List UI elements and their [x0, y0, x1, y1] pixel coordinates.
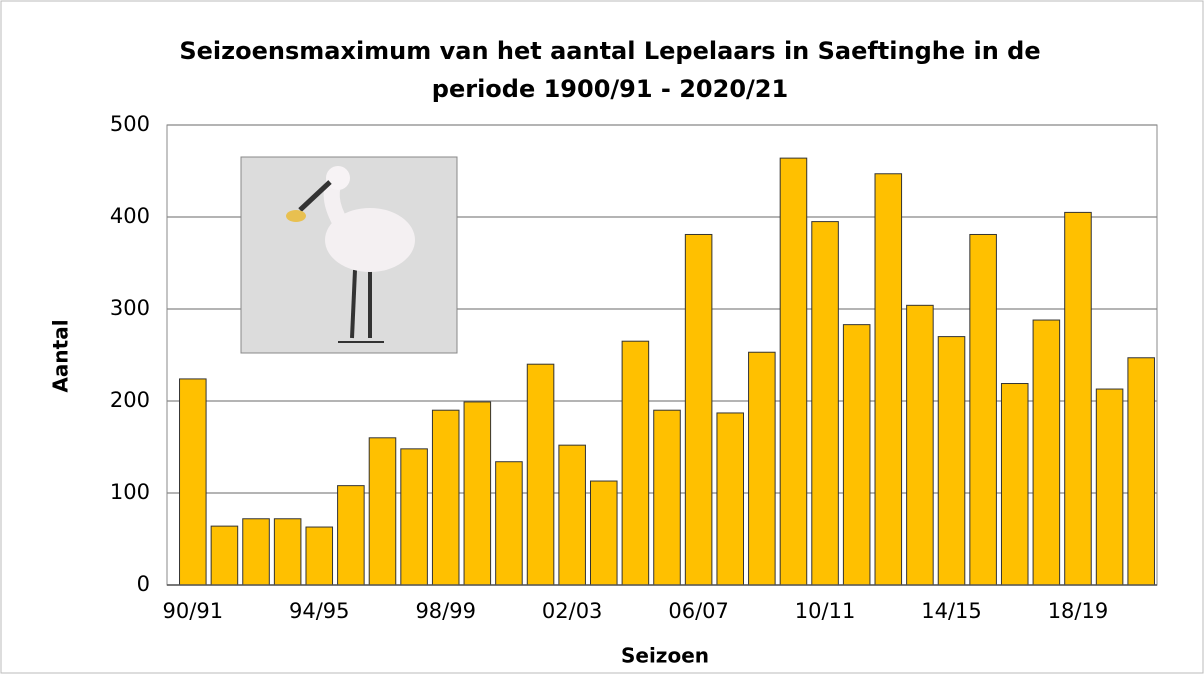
page: Seizoensmaximum van het aantal Lepelaars… — [0, 0, 1204, 674]
bird-picture — [241, 157, 457, 353]
bar — [274, 519, 301, 585]
bar — [717, 413, 744, 585]
x-tick-label: 02/03 — [542, 599, 603, 623]
x-tick-label: 06/07 — [668, 599, 729, 623]
bar — [464, 402, 491, 585]
bar — [496, 462, 523, 585]
bar — [590, 481, 617, 585]
x-tick-label: 98/99 — [415, 599, 476, 623]
bar — [1128, 358, 1155, 585]
bar — [559, 445, 586, 585]
y-axis-label: Aantal — [49, 319, 73, 392]
y-tick-label: 400 — [110, 204, 150, 228]
bar — [938, 337, 965, 585]
x-tick-label: 90/91 — [163, 599, 224, 623]
bar — [1001, 384, 1028, 585]
y-tick-label: 0 — [137, 572, 150, 596]
x-axis-label: Seizoen — [621, 644, 709, 668]
bar — [306, 527, 333, 585]
bar — [780, 158, 807, 585]
x-tick-label: 10/11 — [795, 599, 856, 623]
y-tick-label: 100 — [110, 480, 150, 504]
bar — [970, 234, 997, 585]
bar — [843, 325, 870, 585]
y-tick-label: 500 — [110, 112, 150, 136]
chart: Seizoensmaximum van het aantal Lepelaars… — [0, 0, 1204, 674]
x-tick-label: 94/95 — [289, 599, 350, 623]
x-tick-label: 14/15 — [921, 599, 982, 623]
chart-title: Seizoensmaximum van het aantal Lepelaars… — [179, 37, 1040, 65]
bar — [432, 410, 459, 585]
bar — [749, 352, 776, 585]
bar — [812, 222, 839, 585]
bar — [1033, 320, 1060, 585]
bar — [211, 526, 238, 585]
bar — [875, 174, 902, 585]
chart-title: periode 1900/91 - 2020/21 — [432, 75, 788, 103]
bar — [1065, 212, 1092, 585]
bar — [654, 410, 681, 585]
bar — [401, 449, 428, 585]
y-tick-label: 200 — [110, 388, 150, 412]
bar — [622, 341, 649, 585]
bar — [338, 486, 365, 585]
bar — [243, 519, 270, 585]
bar — [1096, 389, 1123, 585]
x-tick-label: 18/19 — [1048, 599, 1109, 623]
y-tick-label: 300 — [110, 296, 150, 320]
bar — [369, 438, 396, 585]
bar — [180, 379, 207, 585]
bar — [527, 364, 554, 585]
bar — [685, 234, 712, 585]
bar — [907, 305, 934, 585]
